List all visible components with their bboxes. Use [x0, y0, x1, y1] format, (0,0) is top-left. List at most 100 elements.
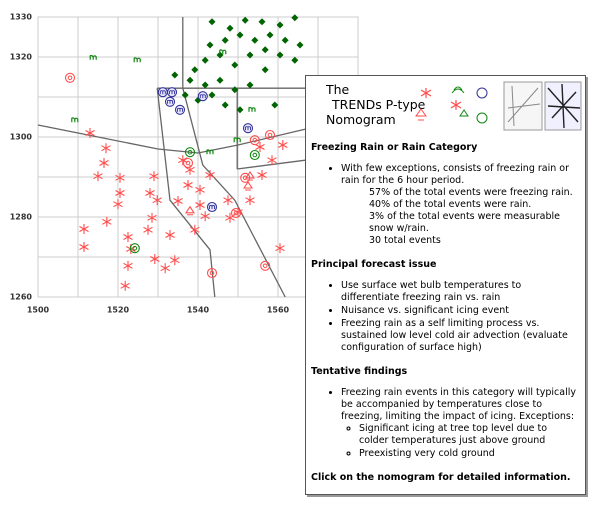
marker-shape	[261, 66, 269, 74]
bullet-list: With few exceptions, consists of freezin…	[311, 163, 579, 247]
point	[164, 96, 176, 107]
marker-stroke	[101, 145, 111, 152]
point	[208, 91, 216, 99]
marker-stroke	[170, 257, 180, 264]
marker-stroke	[147, 214, 157, 221]
marker-shape	[186, 76, 194, 84]
marker-shape	[177, 107, 183, 112]
x-tick-label: 1540	[187, 306, 210, 315]
stat-line: 30 total events	[369, 235, 441, 246]
icon-asterisk	[420, 88, 432, 98]
point	[195, 200, 205, 210]
boundary-line	[182, 88, 286, 298]
marker-shape	[182, 157, 194, 169]
marker-shape	[236, 31, 244, 39]
marker-shape	[181, 91, 189, 99]
marker-shape	[209, 270, 215, 276]
section-heading: Tentative findings	[311, 366, 408, 377]
bullet-list: Freezing rain events in this category wi…	[311, 387, 579, 460]
point	[184, 147, 196, 158]
icon-triangle	[459, 109, 469, 117]
point	[281, 36, 289, 44]
point	[221, 101, 229, 109]
marker-stroke	[150, 256, 160, 262]
marker-shape	[191, 66, 199, 74]
marker-shape	[226, 24, 234, 32]
marker-shape	[159, 90, 166, 95]
marker-stroke	[143, 226, 153, 233]
marker-shape	[233, 137, 241, 143]
point	[266, 31, 274, 39]
point	[133, 57, 141, 63]
marker-shape	[209, 205, 215, 209]
marker-shape	[216, 51, 224, 59]
marker-shape	[184, 147, 196, 158]
point	[201, 81, 209, 89]
point	[261, 46, 269, 54]
title-line: The	[326, 82, 350, 97]
marker-shape	[169, 90, 175, 95]
point	[183, 180, 193, 190]
footer-link[interactable]: Click on the nomogram for detailed infor…	[311, 472, 571, 483]
icon-triangle	[415, 108, 427, 121]
point	[115, 188, 125, 198]
marker-shape	[266, 31, 274, 39]
point	[99, 158, 109, 168]
boundary-line	[37, 124, 307, 154]
point	[85, 128, 95, 138]
marker-shape	[246, 51, 254, 59]
marker-stroke	[123, 262, 133, 269]
point	[231, 86, 239, 94]
marker-stroke	[165, 232, 175, 238]
point	[71, 117, 79, 123]
marker-shape	[233, 210, 239, 216]
point	[206, 267, 218, 279]
marker-stroke	[93, 173, 103, 180]
marker-shape	[132, 245, 138, 251]
point	[173, 196, 183, 206]
marker-shape	[242, 181, 254, 189]
point	[226, 24, 234, 32]
point	[223, 195, 233, 206]
marker-stroke	[267, 157, 277, 164]
point	[185, 164, 195, 175]
marker-stroke	[113, 201, 123, 208]
point	[257, 170, 267, 180]
point	[230, 207, 242, 219]
point	[246, 81, 254, 89]
bullet: With few exceptions, consists of freezin…	[341, 163, 579, 247]
marker-shape	[133, 57, 141, 63]
point	[150, 254, 160, 264]
point	[245, 195, 255, 206]
legend-icons	[415, 81, 582, 131]
point	[184, 205, 196, 216]
marker-shape	[231, 61, 239, 69]
marker-shape	[281, 36, 289, 44]
bullet: Freezing rain events in this category wi…	[341, 387, 579, 460]
point	[93, 171, 103, 182]
x-tick-label: 1520	[107, 306, 130, 315]
point	[206, 201, 218, 213]
sub-list: Significant icing at tree top level due …	[341, 423, 579, 460]
marker-shape	[67, 75, 73, 81]
marker-stroke	[257, 172, 267, 178]
point	[191, 66, 199, 74]
x-tick-label: 1560	[267, 306, 290, 315]
marker-shape	[252, 152, 258, 158]
marker-stroke	[99, 160, 109, 166]
point	[102, 216, 112, 227]
point	[205, 170, 215, 180]
point	[236, 106, 244, 114]
point	[246, 51, 254, 59]
point	[195, 184, 205, 195]
section-heading: Freezing Rain or Rain Category	[311, 142, 478, 153]
boundary-line	[237, 159, 306, 170]
marker-stroke	[195, 202, 205, 208]
bullet: Use surface wet bulb temperatures to dif…	[341, 280, 579, 304]
x-tick-label: 1500	[27, 306, 50, 315]
point	[264, 129, 276, 141]
point	[160, 263, 170, 274]
point	[275, 243, 285, 254]
marker-shape	[187, 149, 193, 155]
